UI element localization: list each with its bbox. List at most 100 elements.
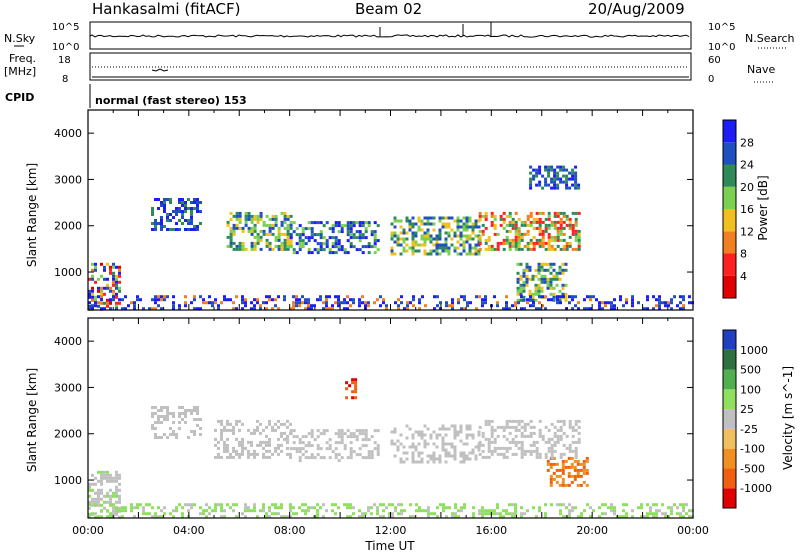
cell-band-1 [358, 432, 362, 436]
cell-region-3 [334, 242, 338, 246]
cell-region-7 [561, 271, 565, 275]
cell-region-3 [115, 509, 118, 513]
cell-region-8 [679, 301, 682, 305]
cell-region-3 [580, 512, 583, 516]
cell-region-8 [331, 304, 334, 308]
cell-region-1 [190, 207, 193, 210]
cell-region-0 [91, 295, 94, 299]
cell-band-3 [478, 452, 482, 456]
cell-region-4 [474, 225, 478, 229]
cell-region-8 [322, 307, 325, 311]
cell-region-5 [493, 214, 497, 218]
cell-band-2 [465, 454, 469, 458]
cell-region-4 [405, 249, 409, 253]
cell-region-5 [535, 226, 539, 230]
cell-band-2 [471, 433, 475, 437]
cell-region-8 [610, 307, 613, 311]
cell-region-2 [280, 223, 284, 227]
cell-region-7 [552, 274, 556, 278]
cell-region-8 [424, 304, 427, 308]
cell-region-2 [256, 220, 260, 224]
cell-region-3 [364, 512, 367, 516]
cell-region-1 [172, 216, 175, 219]
cell-region-2 [576, 471, 580, 475]
cell-region-5 [544, 247, 548, 251]
cell-region-6 [556, 177, 560, 181]
cell-region-5 [517, 229, 521, 233]
cell-band-3 [487, 440, 491, 444]
cell-band-3 [538, 452, 542, 456]
cell-band-4 [193, 430, 196, 433]
cell-region-3 [379, 503, 382, 507]
cell-region-3 [160, 509, 163, 513]
cell-region-0 [109, 500, 112, 504]
cell-region-8 [133, 301, 136, 305]
cell-region-2 [268, 232, 272, 236]
cell-region-2 [235, 214, 239, 218]
cell-band-3 [517, 428, 521, 432]
cell-band-1 [337, 441, 341, 445]
cell-region-3 [301, 509, 304, 513]
cell-region-8 [307, 304, 310, 308]
cell-region-2 [226, 244, 230, 248]
cell-region-2 [250, 214, 254, 218]
cell-region-5 [553, 211, 557, 215]
cell-region-1 [151, 228, 154, 231]
cell-region-4 [453, 249, 457, 253]
cell-band-2 [441, 439, 445, 443]
cell-band-0 [286, 425, 289, 429]
cell-band-0 [286, 440, 289, 444]
cell-region-6 [559, 165, 563, 169]
cell-region-8 [382, 298, 385, 302]
cell-region-0 [112, 280, 115, 284]
cell-region-2 [259, 214, 263, 218]
cell-region-1 [345, 381, 349, 385]
cell-region-8 [97, 295, 100, 299]
cell-region-3 [433, 512, 436, 516]
cell-region-2 [567, 465, 571, 469]
cell-region-3 [457, 509, 460, 513]
cell-region-0 [109, 265, 112, 269]
cell-region-3 [409, 515, 412, 519]
cell-region-8 [670, 307, 673, 311]
cell-region-2 [238, 211, 242, 215]
cell-region-2 [268, 247, 272, 251]
cell-region-2 [229, 235, 233, 239]
cell-region-1 [196, 198, 199, 201]
cell-band-2 [411, 445, 415, 449]
cell-region-4 [435, 252, 439, 256]
cell-region-3 [655, 503, 658, 507]
cell-region-8 [505, 295, 508, 299]
cell-region-8 [136, 295, 139, 299]
velocity-colorbar-label: Velocity [m s^-1] [781, 366, 795, 470]
cell-band-2 [459, 460, 463, 464]
cell-band-3 [505, 419, 509, 423]
cell-region-2 [579, 468, 583, 472]
cell-region-4 [453, 246, 457, 250]
cell-region-4 [429, 216, 433, 220]
colorbar-frame [722, 329, 737, 509]
cell-region-8 [556, 295, 559, 299]
cell-band-3 [544, 425, 548, 429]
cell-region-6 [556, 183, 560, 187]
cell-band-2 [441, 424, 445, 428]
cell-region-3 [340, 245, 344, 249]
cell-region-0 [97, 286, 100, 290]
cell-region-3 [181, 506, 184, 510]
cell-region-4 [405, 237, 409, 241]
cell-region-3 [289, 503, 292, 507]
cell-band-0 [265, 440, 268, 444]
cell-region-8 [94, 304, 97, 308]
cell-band-3 [574, 449, 578, 453]
cell-band-3 [499, 452, 503, 456]
cell-region-3 [220, 515, 223, 519]
cell-region-3 [589, 515, 592, 519]
cell-region-8 [295, 304, 298, 308]
cell-region-3 [385, 506, 388, 510]
cell-region-1 [190, 219, 193, 222]
cell-region-1 [190, 216, 193, 219]
cell-band-1 [358, 447, 362, 451]
cell-region-4 [390, 222, 394, 226]
cell-band-0 [247, 455, 250, 459]
cell-region-0 [88, 292, 91, 296]
